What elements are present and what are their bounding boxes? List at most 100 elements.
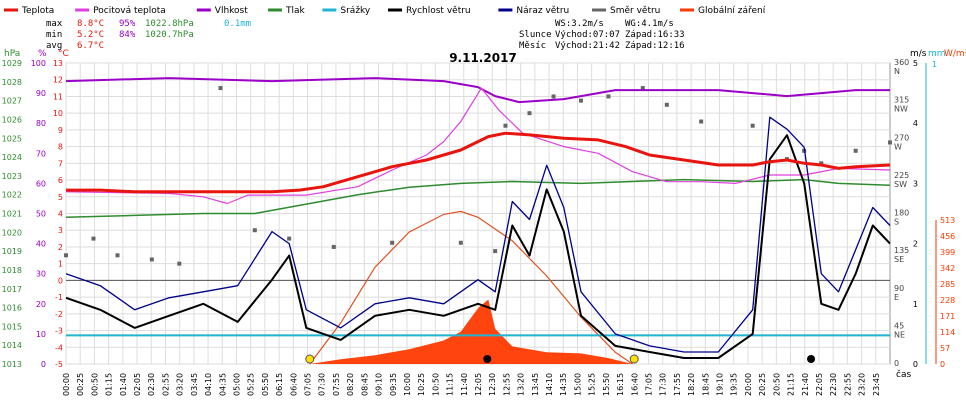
wind-direction-point bbox=[115, 253, 120, 258]
wind-direction-point bbox=[91, 236, 96, 241]
pressure-tick-label: 1025 bbox=[2, 134, 22, 143]
pressure-tick-label: 1028 bbox=[2, 78, 22, 87]
time-tick-label: 09:10 bbox=[375, 373, 384, 396]
series-wind-speed-line bbox=[65, 134, 891, 359]
time-tick-label: 09:35 bbox=[389, 373, 398, 396]
temperature-tick-label: 5 bbox=[58, 193, 63, 202]
stats-max-hum: 95% bbox=[119, 19, 136, 29]
wind-direction-point bbox=[664, 102, 669, 107]
pressure-tick-label: 1016 bbox=[2, 304, 22, 313]
time-tick-label: 15:00 bbox=[573, 373, 582, 396]
pressure-tick-label: 1015 bbox=[2, 322, 22, 331]
humidity-tick-label: 70 bbox=[36, 149, 46, 158]
stats-min-press: 1020.7hPa bbox=[145, 30, 194, 40]
time-tick-label: 14:10 bbox=[545, 373, 554, 396]
time-tick-label: 00:00 bbox=[62, 373, 71, 396]
pressure-tick-label: 1024 bbox=[2, 153, 22, 162]
direction-tick-label: 180 bbox=[894, 209, 909, 218]
wind-direction-point bbox=[640, 86, 645, 91]
wind-direction-point bbox=[149, 257, 154, 262]
time-tick-label: 22:05 bbox=[815, 373, 824, 396]
wind-direction-point bbox=[177, 261, 182, 266]
temperature-tick-label: -5 bbox=[55, 360, 63, 369]
time-tick-label: 23:20 bbox=[858, 373, 867, 396]
direction-tick-label: 270 bbox=[894, 133, 909, 142]
time-tick-label: 07:30 bbox=[318, 373, 327, 396]
time-tick-label: 22:30 bbox=[829, 373, 838, 396]
stats-rain: 0.1mm bbox=[224, 19, 251, 29]
time-tick-label: 21:40 bbox=[801, 373, 810, 396]
time-tick-label: 23:45 bbox=[872, 373, 881, 396]
temperature-tick-label: 9 bbox=[58, 126, 63, 135]
time-tick-label: 00:50 bbox=[90, 373, 99, 396]
time-tick-label: 03:45 bbox=[190, 373, 199, 396]
legend-label: Pocitová teplota bbox=[93, 6, 166, 16]
temperature-tick-label: 7 bbox=[58, 159, 63, 168]
direction-compass-label: NW bbox=[894, 105, 908, 114]
pressure-tick-label: 1017 bbox=[2, 285, 22, 294]
wind-speed-tick-label: 3 bbox=[913, 179, 918, 188]
wind-direction-point bbox=[218, 86, 223, 91]
stats-avg-temp: 6.7°C bbox=[77, 41, 104, 51]
moon-rise: Východ:21:42 bbox=[555, 41, 620, 51]
time-tick-label: 07:55 bbox=[332, 373, 341, 396]
pressure-tick-label: 1019 bbox=[2, 247, 22, 256]
time-tick-label: 02:55 bbox=[161, 373, 170, 396]
radiation-tick-label: 285 bbox=[940, 280, 955, 289]
unit-hpa: hPa bbox=[4, 49, 20, 59]
time-tick-label: 16:15 bbox=[616, 373, 625, 396]
legend-label: Tlak bbox=[285, 6, 306, 16]
time-tick-label: 02:30 bbox=[147, 373, 156, 396]
pressure-tick-label: 1027 bbox=[2, 97, 22, 106]
time-tick-label: 00:25 bbox=[76, 373, 85, 396]
radiation-tick-label: 228 bbox=[940, 296, 955, 305]
pressure-tick-label: 1013 bbox=[2, 360, 22, 369]
stats-max-press: 1022.8hPa bbox=[145, 19, 194, 29]
header-stats: max 8.8°C 95% 1022.8hPa 0.1mm min 5.2°C … bbox=[4, 19, 966, 380]
unit-degc: °C bbox=[58, 49, 69, 59]
series-wind-gust-line bbox=[65, 116, 891, 353]
pressure-tick-label: 1021 bbox=[2, 210, 22, 219]
radiation-tick-label: 456 bbox=[940, 232, 955, 241]
stats-min-temp: 5.2°C bbox=[77, 30, 104, 40]
wind-direction-point bbox=[527, 111, 532, 116]
series-pressure-line bbox=[65, 178, 891, 219]
temperature-tick-label: 10 bbox=[53, 109, 63, 118]
moonset-marker bbox=[483, 355, 492, 363]
time-tick-label: 05:25 bbox=[247, 373, 256, 396]
direction-tick-label: 45 bbox=[894, 321, 904, 330]
temperature-tick-label: 2 bbox=[58, 243, 63, 252]
temperature-tick-label: 6 bbox=[58, 176, 63, 185]
temperature-tick-label: 11 bbox=[53, 92, 63, 101]
wind-direction-point bbox=[252, 228, 257, 233]
direction-tick-label: 360 bbox=[894, 58, 909, 67]
legend-label: Rychlost větru bbox=[406, 6, 471, 16]
time-tick-label: 19:10 bbox=[716, 373, 725, 396]
time-tick-label: 22:55 bbox=[843, 373, 852, 396]
time-tick-label: 11:40 bbox=[460, 373, 469, 396]
pressure-tick-label: 1018 bbox=[2, 266, 22, 275]
time-tick-label: 15:50 bbox=[602, 373, 611, 396]
temperature-tick-label: 12 bbox=[53, 76, 63, 85]
temperature-tick-label: 8 bbox=[58, 143, 63, 152]
wind-summary-ws: WS:3.2m/s bbox=[555, 19, 604, 29]
time-tick-label: 18:45 bbox=[701, 373, 710, 396]
stats-avg-label: avg bbox=[46, 41, 62, 51]
time-tick-label: 05:00 bbox=[232, 373, 241, 396]
time-tick-label: 07:05 bbox=[304, 373, 313, 396]
temperature-tick-label: -4 bbox=[55, 343, 63, 352]
radiation-tick-label: 171 bbox=[940, 312, 955, 321]
wind-direction-point bbox=[750, 123, 755, 128]
moonrise-marker bbox=[807, 355, 816, 363]
axes: 1029102810271026102510241023102210211020… bbox=[2, 58, 956, 396]
temperature-tick-label: 1 bbox=[58, 260, 63, 269]
legend-label: Náraz větru bbox=[516, 6, 569, 16]
wind-direction-point bbox=[390, 240, 395, 245]
time-tick-label: 20:00 bbox=[744, 373, 753, 396]
wind-direction-point bbox=[287, 236, 292, 241]
direction-tick-label: 225 bbox=[894, 171, 909, 180]
pressure-tick-label: 1029 bbox=[2, 59, 22, 68]
pressure-tick-label: 1014 bbox=[2, 341, 22, 350]
time-tick-label: 10:25 bbox=[417, 373, 426, 396]
